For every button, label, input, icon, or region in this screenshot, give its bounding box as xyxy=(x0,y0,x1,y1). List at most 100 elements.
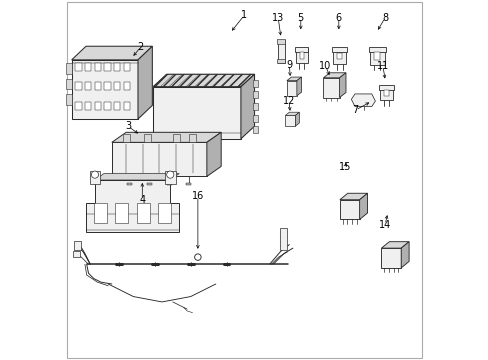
Bar xyxy=(158,203,171,223)
Bar xyxy=(85,63,91,71)
Text: 14: 14 xyxy=(378,220,390,230)
Polygon shape xyxy=(339,73,346,98)
Bar xyxy=(252,103,258,110)
Polygon shape xyxy=(285,116,295,126)
Text: 9: 9 xyxy=(285,59,292,69)
Polygon shape xyxy=(295,112,299,126)
Bar xyxy=(75,63,81,71)
Bar xyxy=(114,63,120,71)
Polygon shape xyxy=(72,60,138,119)
Polygon shape xyxy=(285,112,299,116)
Polygon shape xyxy=(206,132,221,176)
Polygon shape xyxy=(339,200,359,220)
Bar xyxy=(85,82,91,90)
Bar xyxy=(89,171,100,184)
Bar xyxy=(114,82,120,90)
Bar xyxy=(368,47,385,52)
Bar xyxy=(369,48,384,65)
Polygon shape xyxy=(339,193,367,200)
Polygon shape xyxy=(381,248,400,268)
Bar xyxy=(252,126,258,134)
Bar xyxy=(137,203,149,223)
Text: 5: 5 xyxy=(297,13,304,23)
Bar xyxy=(127,183,132,185)
Polygon shape xyxy=(112,142,206,176)
Bar xyxy=(104,63,110,71)
Bar xyxy=(277,39,285,44)
Bar xyxy=(104,102,110,110)
Polygon shape xyxy=(286,81,296,96)
Text: 6: 6 xyxy=(335,13,341,23)
Polygon shape xyxy=(286,77,301,81)
Bar xyxy=(114,102,120,110)
Bar xyxy=(277,59,285,63)
Polygon shape xyxy=(95,174,179,180)
Bar xyxy=(166,183,171,185)
Bar xyxy=(104,82,110,90)
Text: 16: 16 xyxy=(191,191,203,201)
Text: 3: 3 xyxy=(124,121,131,131)
Circle shape xyxy=(194,254,201,260)
Bar xyxy=(115,203,128,223)
Bar xyxy=(336,53,342,59)
Text: 10: 10 xyxy=(319,61,331,71)
Bar xyxy=(94,102,101,110)
Bar xyxy=(252,91,258,98)
Bar xyxy=(295,48,308,52)
Bar xyxy=(296,49,307,63)
Bar xyxy=(379,85,393,90)
Bar xyxy=(144,134,151,142)
Bar xyxy=(331,47,346,52)
Text: 12: 12 xyxy=(282,96,295,106)
Polygon shape xyxy=(72,46,152,60)
Bar xyxy=(147,183,152,185)
Polygon shape xyxy=(351,94,375,107)
Bar xyxy=(280,228,286,250)
Bar xyxy=(172,134,180,142)
Bar xyxy=(123,82,130,90)
Bar xyxy=(186,183,191,185)
Bar xyxy=(85,102,91,110)
Polygon shape xyxy=(400,242,408,268)
Bar xyxy=(252,80,258,87)
Text: 7: 7 xyxy=(352,105,358,115)
Bar xyxy=(164,171,175,184)
Bar xyxy=(278,40,284,63)
Bar xyxy=(123,102,130,110)
Polygon shape xyxy=(86,180,179,232)
Bar xyxy=(373,52,380,59)
Bar xyxy=(299,52,304,59)
Circle shape xyxy=(91,171,99,178)
Bar xyxy=(383,90,388,96)
Polygon shape xyxy=(323,73,346,78)
Bar xyxy=(75,102,81,110)
Bar xyxy=(252,114,258,122)
Bar xyxy=(380,86,392,100)
Text: 2: 2 xyxy=(137,42,143,52)
Text: 1: 1 xyxy=(241,10,247,20)
Bar xyxy=(332,49,346,64)
Circle shape xyxy=(166,171,174,178)
Text: 11: 11 xyxy=(376,61,388,71)
Bar xyxy=(94,82,101,90)
Bar xyxy=(188,134,196,142)
Polygon shape xyxy=(359,193,367,220)
Polygon shape xyxy=(381,242,408,248)
Polygon shape xyxy=(296,77,301,96)
Polygon shape xyxy=(153,87,241,139)
Polygon shape xyxy=(138,46,152,119)
Text: 13: 13 xyxy=(271,13,284,23)
Bar xyxy=(73,251,80,257)
Polygon shape xyxy=(323,78,339,98)
Bar xyxy=(123,63,130,71)
Bar xyxy=(74,241,81,250)
Polygon shape xyxy=(66,63,72,74)
Polygon shape xyxy=(66,94,72,105)
Polygon shape xyxy=(153,74,254,87)
Bar xyxy=(94,63,101,71)
Bar xyxy=(94,203,106,223)
Polygon shape xyxy=(241,74,254,139)
Bar xyxy=(122,134,129,142)
Text: 4: 4 xyxy=(139,195,145,205)
Polygon shape xyxy=(66,79,72,89)
